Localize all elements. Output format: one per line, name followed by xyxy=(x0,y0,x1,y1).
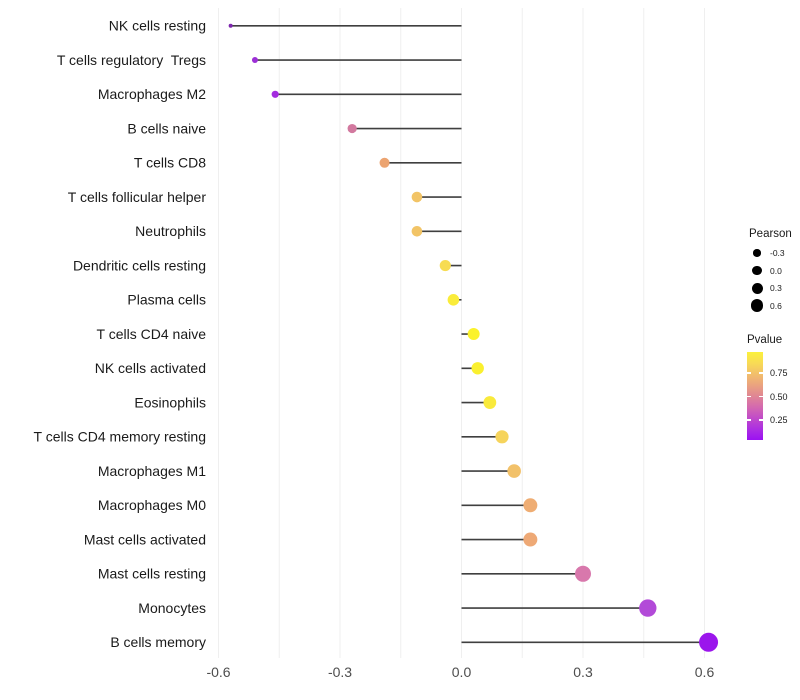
y-axis-label: Dendritic cells resting xyxy=(73,257,206,273)
y-axis-label: Mast cells activated xyxy=(84,531,206,547)
y-axis-label: Neutrophils xyxy=(135,223,206,239)
y-axis-label: B cells naive xyxy=(127,120,206,136)
y-axis-label: T cells CD4 memory resting xyxy=(34,429,206,445)
lollipop-dot xyxy=(523,532,538,547)
y-axis-label: Mast cells resting xyxy=(98,566,206,582)
y-axis-label: T cells follicular helper xyxy=(68,189,207,205)
y-axis-label: Macrophages M2 xyxy=(98,86,206,102)
lollipop-dot xyxy=(411,191,423,203)
lollipop-dot xyxy=(575,565,591,582)
lollipop-dot xyxy=(467,328,480,341)
lollipop-dot xyxy=(439,259,451,272)
y-axis-label: B cells memory xyxy=(110,634,206,650)
y-axis-label: T cells CD8 xyxy=(134,155,206,171)
y-axis-label: NK cells resting xyxy=(109,18,206,34)
lollipop-dot xyxy=(379,157,390,168)
lollipop-dot xyxy=(495,430,509,444)
lollipop-dot xyxy=(639,599,657,617)
x-axis-tick-label: 0.3 xyxy=(573,664,593,680)
lollipop-dot xyxy=(347,123,357,134)
lollipop-dot xyxy=(483,396,497,409)
x-axis-tick-label: 0.6 xyxy=(695,664,715,680)
y-axis-label: Monocytes xyxy=(138,600,206,616)
y-axis-label: Macrophages M0 xyxy=(98,497,206,513)
y-axis-label: T cells CD4 naive xyxy=(97,326,207,342)
lollipop-dot xyxy=(523,498,538,513)
lollipop-dot xyxy=(411,226,423,237)
y-axis-label: Macrophages M1 xyxy=(98,463,206,479)
y-axis-label: NK cells activated xyxy=(95,360,206,376)
x-axis-tick-label: -0.6 xyxy=(206,664,230,680)
lollipop-dot xyxy=(447,294,460,306)
x-axis-tick-label: 0.0 xyxy=(452,664,472,680)
y-axis-label: Plasma cells xyxy=(127,292,206,308)
y-axis-label: Eosinophils xyxy=(134,394,206,410)
y-axis-label: T cells regulatory Tregs xyxy=(57,52,206,68)
lollipop-dot xyxy=(271,90,279,98)
lollipop-dot xyxy=(228,23,233,28)
lollipop-dot xyxy=(507,464,521,478)
lollipop-dot xyxy=(251,57,258,64)
lollipop-dot xyxy=(699,632,719,652)
lollipop-dot xyxy=(471,362,484,375)
x-axis-tick-label: -0.3 xyxy=(328,664,352,680)
